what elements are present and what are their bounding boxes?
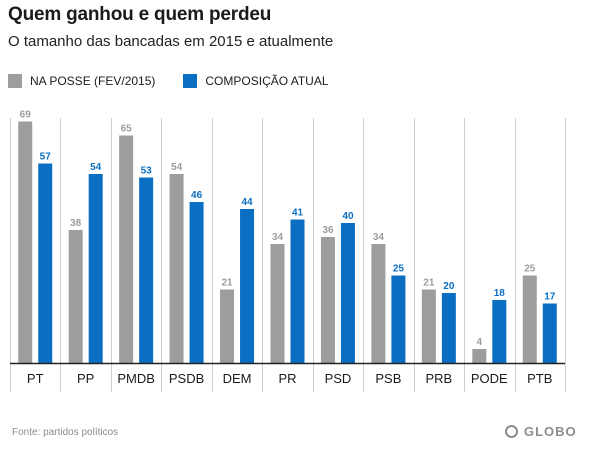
bar-prb-na-posse bbox=[421, 289, 436, 363]
tick-label-pt: PT bbox=[27, 371, 44, 386]
tick-label-pp: PP bbox=[77, 371, 94, 386]
tick-label-ptb: PTB bbox=[527, 371, 552, 386]
globo-logo-ring-icon bbox=[505, 425, 518, 438]
bar-pp-composicao-atual bbox=[88, 174, 103, 363]
data-label-pode-na-posse: 4 bbox=[477, 337, 483, 348]
legend-swatch-na-posse bbox=[8, 74, 22, 88]
tick-label-psdb: PSDB bbox=[169, 371, 204, 386]
bar-psb-composicao-atual bbox=[391, 275, 406, 363]
data-label-pp-na-posse: 38 bbox=[70, 218, 82, 229]
data-label-psd-composicao-atual: 40 bbox=[342, 211, 354, 222]
legend-label-composicao-atual: COMPOSIÇÃO ATUAL bbox=[205, 74, 329, 88]
bar-pt-composicao-atual bbox=[38, 163, 53, 363]
source-note: Fonte: partidos políticos bbox=[12, 427, 119, 438]
data-label-pmdb-composicao-atual: 53 bbox=[141, 166, 153, 177]
globo-logo-text: GLOBO bbox=[524, 424, 577, 439]
data-label-psdb-na-posse: 54 bbox=[171, 162, 183, 173]
data-label-psb-composicao-atual: 25 bbox=[393, 264, 405, 275]
bar-psd-composicao-atual bbox=[340, 223, 355, 363]
bar-prb-composicao-atual bbox=[441, 293, 456, 363]
data-label-pt-composicao-atual: 57 bbox=[40, 152, 52, 163]
bar-ptb-composicao-atual bbox=[542, 303, 557, 363]
legend: NA POSSE (FEV/2015) COMPOSIÇÃO ATUAL bbox=[8, 72, 357, 90]
bar-pode-na-posse bbox=[472, 349, 487, 363]
data-label-psb-na-posse: 34 bbox=[373, 232, 385, 243]
data-label-psd-na-posse: 36 bbox=[322, 225, 334, 236]
bar-ptb-na-posse bbox=[522, 275, 537, 363]
legend-entry-composicao-atual: COMPOSIÇÃO ATUAL bbox=[183, 74, 329, 88]
data-label-pr-na-posse: 34 bbox=[272, 232, 284, 243]
chart-title: Quem ganhou e quem perdeu bbox=[8, 4, 272, 25]
data-label-dem-composicao-atual: 44 bbox=[241, 197, 253, 208]
data-label-dem-na-posse: 21 bbox=[221, 278, 233, 289]
data-label-pr-composicao-atual: 41 bbox=[292, 208, 304, 219]
legend-swatch-composicao-atual bbox=[183, 74, 198, 88]
data-label-pp-composicao-atual: 54 bbox=[90, 162, 102, 173]
bar-psdb-composicao-atual bbox=[189, 202, 204, 363]
tick-label-dem: DEM bbox=[223, 371, 252, 386]
tick-label-pmdb: PMDB bbox=[117, 371, 155, 386]
data-label-prb-na-posse: 21 bbox=[423, 278, 435, 289]
bar-dem-na-posse bbox=[220, 289, 235, 363]
bar-dem-composicao-atual bbox=[240, 209, 255, 363]
bar-pmdb-composicao-atual bbox=[139, 177, 154, 363]
data-label-ptb-na-posse: 25 bbox=[524, 264, 536, 275]
bar-psb-na-posse bbox=[371, 244, 386, 363]
data-label-prb-composicao-atual: 20 bbox=[443, 281, 455, 292]
chart-subtitle: O tamanho das bancadas em 2015 e atualme… bbox=[8, 33, 334, 50]
bar-pp-na-posse bbox=[68, 230, 83, 363]
data-label-pmdb-na-posse: 65 bbox=[121, 124, 133, 135]
bar-pt-na-posse bbox=[18, 121, 33, 363]
data-label-pode-composicao-atual: 18 bbox=[494, 288, 506, 299]
data-label-ptb-composicao-atual: 17 bbox=[544, 292, 556, 303]
bar-psd-na-posse bbox=[320, 237, 335, 363]
bar-pode-composicao-atual bbox=[492, 300, 507, 363]
legend-label-na-posse: NA POSSE (FEV/2015) bbox=[30, 74, 156, 88]
data-label-pt-na-posse: 69 bbox=[20, 110, 32, 121]
legend-entry-na-posse: NA POSSE (FEV/2015) bbox=[8, 74, 155, 88]
bar-pr-composicao-atual bbox=[290, 219, 305, 363]
tick-label-psb: PSB bbox=[375, 371, 401, 386]
bar-pmdb-na-posse bbox=[119, 135, 134, 363]
bar-psdb-na-posse bbox=[169, 174, 184, 363]
data-label-psdb-composicao-atual: 46 bbox=[191, 190, 203, 201]
tick-label-prb: PRB bbox=[425, 371, 452, 386]
tick-label-pr: PR bbox=[278, 371, 296, 386]
tick-label-psd: PSD bbox=[325, 371, 352, 386]
tick-label-pode: PODE bbox=[471, 371, 508, 386]
bar-pr-na-posse bbox=[270, 244, 285, 363]
globo-logo: GLOBO bbox=[505, 424, 577, 439]
